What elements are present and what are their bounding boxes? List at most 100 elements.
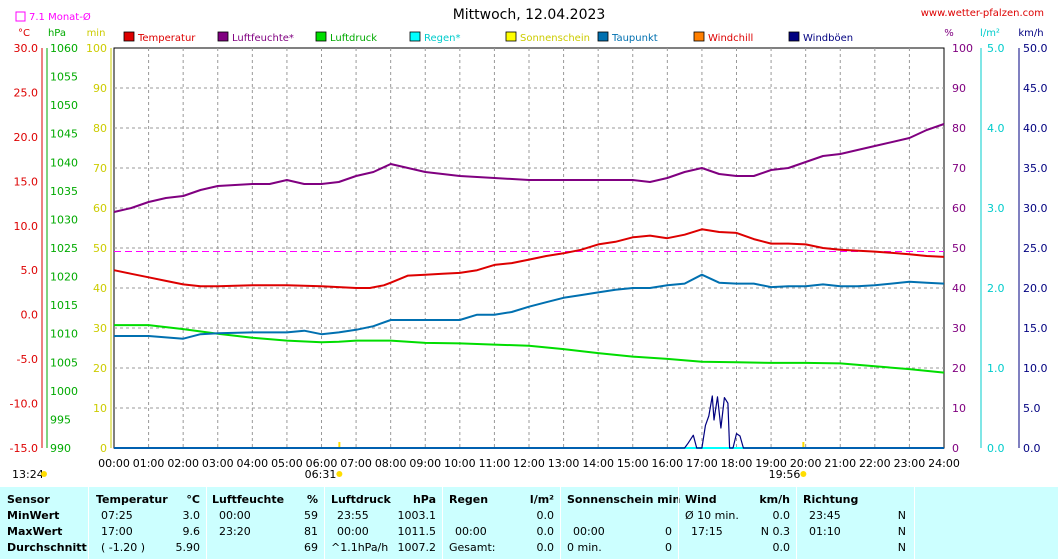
humidity-tick-label: 60 [952, 202, 966, 215]
time-tick-label: 02:00 [167, 457, 199, 470]
temp-min-time: 07:25 [101, 509, 133, 522]
sun-tick-label: 90 [93, 82, 107, 95]
empty-column [914, 487, 1058, 559]
temp-tick-label: 30.0 [14, 42, 39, 55]
legend-label: Sonnenschein [520, 33, 590, 44]
temperature-header: Temperatur [96, 493, 168, 506]
wind-tick-label: 40.0 [1023, 122, 1048, 135]
temp-avg-extra: ( -1.20 ) [101, 541, 146, 554]
sun-tick-label: 10 [93, 402, 107, 415]
temp-tick-label: 20.0 [14, 131, 39, 144]
wind-tick-label: 50.0 [1023, 42, 1048, 55]
sun-tick-label: 0 [100, 442, 107, 455]
temp-tick-label: -10.0 [10, 398, 38, 411]
pressure-tick-label: 1005 [50, 356, 78, 369]
time-tick-label: 09:00 [409, 457, 441, 470]
moon-icon [41, 471, 47, 477]
row-label-avg: Durchschnitt [7, 541, 87, 554]
time-tick-label: 23:00 [894, 457, 926, 470]
pressure-tick-label: 1000 [50, 385, 78, 398]
time-tick-label: 06:00 [306, 457, 338, 470]
sunset-label: 19:56 [769, 468, 801, 481]
row-label-min: MinWert [7, 509, 60, 522]
sun-tick-label: 70 [93, 162, 107, 175]
temp-tick-label: 25.0 [14, 86, 39, 99]
rain-tick-label: 2.0 [987, 282, 1005, 295]
direction-header: Richtung [803, 493, 859, 506]
chart-title: Mittwoch, 12.04.2023 [453, 7, 606, 23]
wind-tick-label: 20.0 [1023, 282, 1048, 295]
pressure-tick-label: 1045 [50, 128, 78, 141]
wind-header: Wind [685, 493, 717, 506]
press-max-value: 1011.5 [397, 525, 437, 538]
pressure-tick-label: 1020 [50, 271, 78, 284]
sunrise-label: 06:31 [305, 468, 337, 481]
rain-tick-label: 0.0 [987, 442, 1005, 455]
pressure-tick-label: 1010 [50, 328, 78, 341]
temp-tick-label: -15.0 [10, 442, 38, 455]
sunshine-header: Sonnenschein min [567, 493, 681, 506]
time-tick-label: 16:00 [651, 457, 683, 470]
sun-total-value: 0 [665, 541, 672, 554]
legend-swatch [315, 31, 327, 42]
legend-label: Taupunkt [611, 33, 658, 44]
monthly-average-label: 7.1 Monat-Ø [29, 11, 91, 23]
sun-tick-label: 20 [93, 362, 107, 375]
humidity-unit: % [306, 493, 318, 506]
time-tick-label: 14:00 [582, 457, 614, 470]
sun-tick-label: 100 [86, 42, 107, 55]
legend-label: Windchill [708, 33, 753, 44]
wind-unit: km/h [759, 493, 790, 506]
rain-tick-label: 1.0 [987, 362, 1005, 375]
monthly-average-swatch [15, 11, 26, 22]
time-tick-label: 00:00 [98, 457, 130, 470]
sun-max-value: 0 [665, 525, 672, 538]
time-tick-label: 19:00 [755, 457, 787, 470]
humidity-tick-label: 30 [952, 322, 966, 335]
rain-header: Regen [449, 493, 489, 506]
time-tick-label: 20:00 [790, 457, 822, 470]
press-trend: ^1.1hPa/h [331, 541, 389, 554]
rain-tick-label: 5.0 [987, 42, 1005, 55]
sunset-icon [800, 471, 807, 477]
wind-max-time: 17:15 [691, 525, 723, 538]
wind-max-value: N 0.3 [760, 525, 790, 538]
pressure-tick-label: 990 [50, 442, 71, 455]
humidity-tick-label: 100 [952, 42, 973, 55]
time-tick-label: 08:00 [375, 457, 407, 470]
temp-avg-value: 5.90 [175, 541, 201, 554]
wind-tick-label: 35.0 [1023, 162, 1048, 175]
rain-tick-label: 3.0 [987, 202, 1005, 215]
wind-column: Wind km/h Ø 10 min. 0.0 17:15 N 0.3 0.0 [678, 487, 796, 559]
pressure-tick-label: 1015 [50, 299, 78, 312]
rain-tick-label: 4.0 [987, 122, 1005, 135]
pressure-tick-label: 1025 [50, 242, 78, 255]
temp-tick-label: 0.0 [21, 309, 39, 322]
wind-tick-label: 10.0 [1023, 362, 1048, 375]
temperature-column: Temperatur °C 07:25 3.0 17:00 9.6 ( -1.2… [88, 487, 206, 559]
wind-tick-label: 0.0 [1023, 442, 1041, 455]
wind-axis-unit: km/h [1018, 28, 1043, 39]
press-avg-value: 1007.2 [397, 541, 437, 554]
humidity-tick-label: 80 [952, 122, 966, 135]
humidity-tick-label: 0 [952, 442, 959, 455]
wind-avg-value: 0.0 [772, 541, 791, 554]
wind-tick-label: 45.0 [1023, 82, 1048, 95]
rain-column: Regen l/m² 0.0 00:00 0.0 Gesamt: 0.0 [442, 487, 560, 559]
temp-tick-label: 10.0 [14, 220, 39, 233]
weather-chart: Mittwoch, 12.04.2023 www.wetter-pfalzen.c… [10, 7, 1048, 481]
humidity-tick-label: 70 [952, 162, 966, 175]
humidity-tick-label: 40 [952, 282, 966, 295]
row-labels-column: Sensor MinWert MaxWert Durchschnitt [0, 487, 88, 559]
dir-max-value: N [897, 525, 906, 538]
legend-swatch [693, 31, 705, 42]
legend-swatch [217, 31, 229, 42]
time-tick-label: 13:00 [548, 457, 580, 470]
pressure-tick-label: 1055 [50, 71, 78, 84]
dewpoint-line [114, 273, 945, 340]
wind-tick-label: 30.0 [1023, 202, 1048, 215]
temp-tick-label: 5.0 [21, 264, 39, 277]
legend-swatch [409, 31, 421, 42]
humidity-tick-label: 10 [952, 402, 966, 415]
time-tick-label: 04:00 [236, 457, 268, 470]
